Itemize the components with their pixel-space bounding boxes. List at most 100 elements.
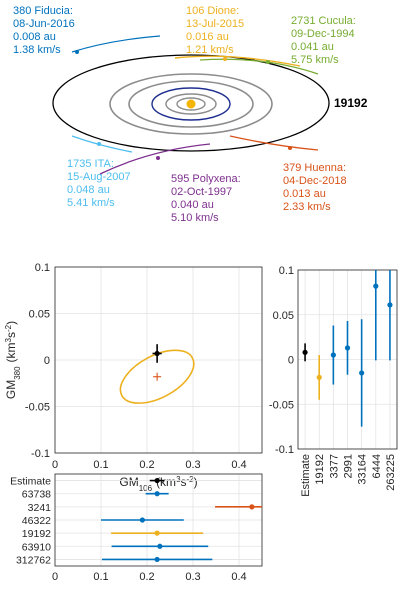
planet-orbit	[165, 93, 217, 115]
axes-frame	[297, 269, 398, 450]
x-tick-label: 0	[52, 571, 58, 583]
encounter-point-dione	[223, 57, 227, 61]
encounter-label-polyxena: 0.040 au	[171, 199, 214, 211]
y-tick-label: 0	[288, 355, 294, 367]
encounter-point-cucula	[266, 60, 270, 64]
encounter-label-polyxena: 5.10 km/s	[171, 212, 219, 224]
encounter-label-dione: 0.016 au	[186, 31, 229, 43]
encounter-label-cucula: 09-Dec-1994	[291, 28, 355, 40]
y-tick-label: 0.1	[279, 265, 294, 277]
category-label: 3377	[328, 454, 340, 478]
data-point	[154, 491, 160, 497]
y-axis-label-part: GM	[4, 380, 18, 399]
encounter-label-cucula: 5.75 km/s	[291, 54, 339, 66]
category-label: 2991	[343, 454, 355, 478]
planet-orbit	[176, 97, 206, 111]
y-tick-label: 0.05	[273, 310, 294, 322]
y-tick-label: -0.05	[269, 399, 294, 411]
planet-orbit	[128, 80, 254, 128]
orbit-arc-fiducia	[71, 35, 161, 53]
y-axis-label: GM380 (km3s-2)	[4, 321, 22, 399]
x-tick-label: 0.3	[185, 571, 200, 583]
x-tick-label: 0.2	[139, 459, 154, 471]
encounter-point-polyxena	[156, 156, 160, 160]
category-label: 19192	[22, 528, 51, 540]
sun-icon	[186, 99, 196, 109]
x-tick-label: 0.4	[231, 459, 246, 471]
encounter-label-fiducia: 1.38 km/s	[13, 44, 61, 56]
y-axis-label-part: s	[4, 332, 18, 338]
x-tick-label: 0	[52, 459, 58, 471]
x-tick-label: 0.4	[231, 571, 246, 583]
data-point	[154, 556, 160, 563]
y-tick-label: 0	[44, 355, 50, 367]
planet-orbit	[109, 73, 273, 135]
orbit-arc-polyxena	[99, 143, 211, 175]
y-axis-label-part: 380	[13, 366, 22, 380]
target-label: 19192	[334, 96, 368, 110]
data-point	[316, 374, 322, 380]
estimate-point	[154, 350, 160, 357]
encounter-label-dione: 13-Jul-2015	[186, 18, 244, 30]
x-axis-label-part: )	[194, 475, 198, 489]
category-label: Estimate	[10, 476, 51, 488]
y-axis-label-part: (km	[4, 342, 18, 362]
y-tick-label: -0.1	[31, 448, 50, 460]
x-axis-label-part: GM	[119, 475, 138, 489]
y-axis-label-part: )	[4, 321, 18, 325]
orbit-arc-ita	[71, 135, 133, 153]
encounter-label-huenna: 2.33 km/s	[283, 201, 331, 213]
encounter-label-dione: 1.21 km/s	[186, 44, 234, 56]
encounter-label-fiducia: 0.008 au	[13, 31, 56, 43]
encounter-label-cucula: 2731 Cucula:	[291, 15, 356, 27]
encounter-label-polyxena: 02-Oct-1997	[171, 186, 232, 198]
uncertainty-ellipse	[119, 349, 195, 404]
y-tick-label: 0.1	[35, 262, 50, 274]
axes-frame	[54, 266, 263, 454]
encounter-label-fiducia: 380 Fiducia:	[13, 5, 73, 17]
axes-frame	[54, 473, 263, 567]
x-axis-label-part: (km	[156, 475, 176, 489]
data-point	[359, 370, 365, 376]
x-axis-label-part: s	[181, 475, 187, 489]
orbit-arc-cucula	[199, 58, 319, 75]
x-tick-label: 0.2	[139, 571, 154, 583]
data-point	[154, 477, 160, 484]
data-point	[157, 543, 163, 549]
y-tick-label: -0.05	[25, 402, 50, 414]
y-tick-label: 0.05	[29, 309, 50, 321]
data-point	[373, 283, 379, 289]
encounter-label-polyxena: 595 Polyxena:	[171, 173, 241, 185]
orbit-arc-dione	[174, 55, 301, 67]
encounter-label-cucula: 0.041 au	[291, 41, 334, 53]
x-tick-label: 0.3	[185, 459, 200, 471]
encounter-point-fiducia	[75, 50, 79, 54]
data-point	[139, 517, 145, 523]
gm380-estimates-plot: -0.1 -0.05 0 0.05 0.1 Estimate 19192 3377 2991 33…	[269, 265, 398, 497]
data-point	[249, 504, 255, 510]
category-label: 6444	[371, 454, 383, 478]
category-label: 46322	[22, 515, 51, 527]
x-tick-label: 0.1	[93, 571, 108, 583]
x-tick-label: 0.1	[93, 459, 108, 471]
planet-orbit	[151, 87, 231, 121]
encounter-label-ita: 5.41 km/s	[67, 197, 115, 209]
category-label: 63910	[22, 541, 51, 553]
data-point	[154, 530, 160, 536]
category-label: 263225	[385, 454, 397, 491]
category-label: 33164	[357, 454, 369, 485]
category-label: Estimate	[300, 454, 312, 497]
encounter-label-huenna: 379 Huenna:	[283, 162, 346, 174]
x-axis-label-part: 3	[176, 475, 181, 484]
orbit-arc-huenna	[229, 135, 319, 151]
data-point	[387, 302, 393, 308]
encounter-label-ita: 15-Aug-2007	[67, 171, 131, 183]
gm106-estimates-plot: 0 0.1 0.2 0.3 0.4 Estimate6373832414632219192…	[10, 473, 263, 583]
y-axis-label-part: 3	[4, 337, 13, 342]
encounter-label-ita: 0.048 au	[67, 184, 110, 196]
encounter-point-huenna	[288, 146, 292, 150]
y-tick-label: -0.1	[275, 444, 294, 456]
